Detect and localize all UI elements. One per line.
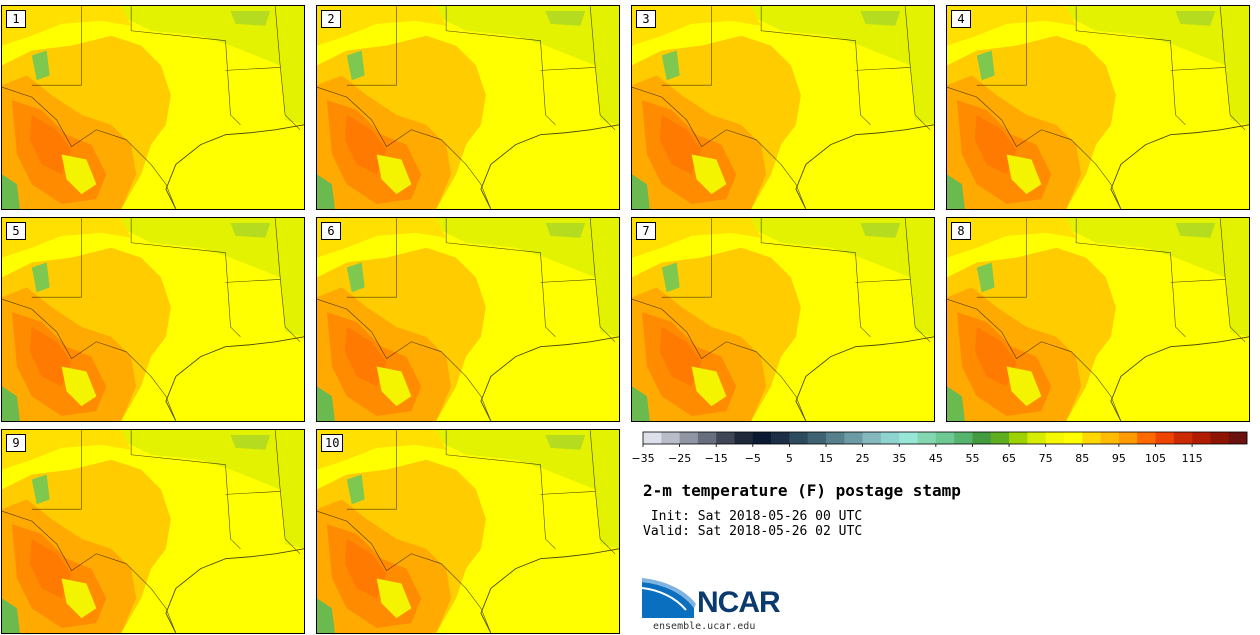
colorbar-segment xyxy=(1063,432,1083,444)
colorbar-segment xyxy=(1027,432,1046,444)
colorbar-segment xyxy=(1137,432,1156,444)
temperature-map xyxy=(317,430,619,633)
colorbar-segment xyxy=(1082,432,1101,444)
colorbar-segment xyxy=(697,432,717,444)
temperature-map xyxy=(632,6,934,209)
colorbar-segment xyxy=(643,432,662,444)
ncar-logo-icon xyxy=(642,578,696,618)
colorbar-segment xyxy=(1192,432,1211,444)
colorbar-segment xyxy=(661,432,680,444)
colorbar-border xyxy=(642,431,1248,445)
map-panel-9: 9 xyxy=(1,429,305,634)
temperature-map xyxy=(317,6,619,209)
member-number-label: 9 xyxy=(6,434,26,452)
colorbar-tick-label: 75 xyxy=(1039,452,1053,465)
map-panel-8: 8 xyxy=(946,217,1250,422)
temperature-map xyxy=(2,430,304,633)
colorbar-tick-label: 115 xyxy=(1182,452,1203,465)
colorbar-tick-label: 95 xyxy=(1112,452,1126,465)
colorbar-tick-label: 55 xyxy=(965,452,979,465)
map-panel-5: 5 xyxy=(1,217,305,422)
temperature-map xyxy=(632,218,934,421)
member-number-label: 7 xyxy=(636,222,656,240)
colorbar-segment xyxy=(679,432,699,444)
colorbar-segment xyxy=(752,432,772,444)
temperature-map xyxy=(947,6,1249,209)
colorbar-segment xyxy=(844,432,863,444)
member-number-label: 3 xyxy=(636,10,656,28)
colorbar-segment xyxy=(1009,432,1028,444)
colorbar-segment xyxy=(734,432,754,444)
map-panel-4: 4 xyxy=(946,5,1250,210)
logo-url: ensemble.ucar.edu xyxy=(653,621,756,632)
colorbar-segment xyxy=(972,432,992,444)
colorbar-segment xyxy=(789,432,809,444)
colorbar-segment xyxy=(1045,432,1065,444)
member-number-label: 5 xyxy=(6,222,26,240)
colorbar-segment xyxy=(899,432,918,444)
colorbar-tick-label: −15 xyxy=(705,452,728,465)
map-panel-6: 6 xyxy=(316,217,620,422)
member-number-label: 1 xyxy=(6,10,26,28)
colorbar-segment xyxy=(862,432,882,444)
colorbar-tick-label: 35 xyxy=(892,452,906,465)
colorbar-segment xyxy=(917,432,937,444)
temperature-colorbar: −35 −25 −15 −5 5 15 25 35 45 55 65 75 85 95 105 115 xyxy=(631,431,1248,465)
colorbar-segment xyxy=(880,432,900,444)
colorbar-segment xyxy=(807,432,827,444)
colorbar-segment xyxy=(771,432,790,444)
colorbar-segment xyxy=(1173,432,1193,444)
colorbar-segment xyxy=(1155,432,1175,444)
valid-time: Valid: Sat 2018-05-26 02 UTC xyxy=(643,524,863,539)
colorbar-segment xyxy=(826,432,845,444)
colorbar-segment xyxy=(1100,432,1120,444)
map-panel-10: 10 xyxy=(316,429,620,634)
init-time: Init: Sat 2018-05-26 00 UTC xyxy=(643,509,863,524)
member-number-label: 2 xyxy=(321,10,341,28)
map-panel-3: 3 xyxy=(631,5,935,210)
colorbar-segment xyxy=(954,432,973,444)
chart-title: 2-m temperature (F) postage stamp xyxy=(643,481,961,500)
member-number-label: 4 xyxy=(951,10,971,28)
colorbar-tick-label: 85 xyxy=(1075,452,1089,465)
colorbar-segment xyxy=(990,432,1010,444)
colorbar-tick-label: −25 xyxy=(668,452,691,465)
colorbar-tick-label: −5 xyxy=(745,452,761,465)
colorbar-segment xyxy=(935,432,955,444)
colorbar-tick-label: 105 xyxy=(1145,452,1166,465)
map-panel-7: 7 xyxy=(631,217,935,422)
colorbar-segment xyxy=(716,432,735,444)
map-panel-1: 1 xyxy=(1,5,305,210)
logo-wordmark: NCAR xyxy=(697,586,781,619)
colorbar-segment xyxy=(1210,432,1229,444)
temperature-map xyxy=(317,218,619,421)
temperature-map xyxy=(947,218,1249,421)
colorbar-tick-label: 45 xyxy=(929,452,943,465)
colorbar-segment xyxy=(1118,432,1138,444)
temperature-map xyxy=(2,6,304,209)
temperature-map xyxy=(2,218,304,421)
map-panel-2: 2 xyxy=(316,5,620,210)
colorbar-tick-label: −35 xyxy=(631,452,654,465)
colorbar-tick-label: 5 xyxy=(786,452,793,465)
colorbar-tick-label: 65 xyxy=(1002,452,1016,465)
colorbar-segment xyxy=(1228,432,1248,444)
colorbar-tick-label: 15 xyxy=(819,452,833,465)
colorbar-tick-label: 25 xyxy=(856,452,870,465)
member-number-label: 6 xyxy=(321,222,341,240)
member-number-label: 8 xyxy=(951,222,971,240)
member-number-label: 10 xyxy=(321,434,344,452)
